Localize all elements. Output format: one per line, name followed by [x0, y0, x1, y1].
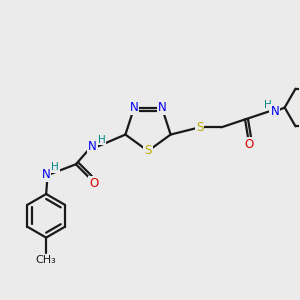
Text: N: N	[42, 168, 50, 181]
Text: O: O	[244, 138, 253, 151]
Text: CH₃: CH₃	[36, 255, 56, 266]
Text: S: S	[196, 121, 203, 134]
Text: N: N	[270, 105, 279, 118]
Text: N: N	[130, 101, 138, 115]
Text: H: H	[264, 100, 272, 110]
Text: O: O	[89, 177, 98, 190]
Text: N: N	[88, 140, 97, 153]
Text: S: S	[144, 145, 152, 158]
Text: N: N	[158, 101, 166, 115]
Text: H: H	[51, 162, 59, 172]
Text: H: H	[98, 134, 106, 145]
